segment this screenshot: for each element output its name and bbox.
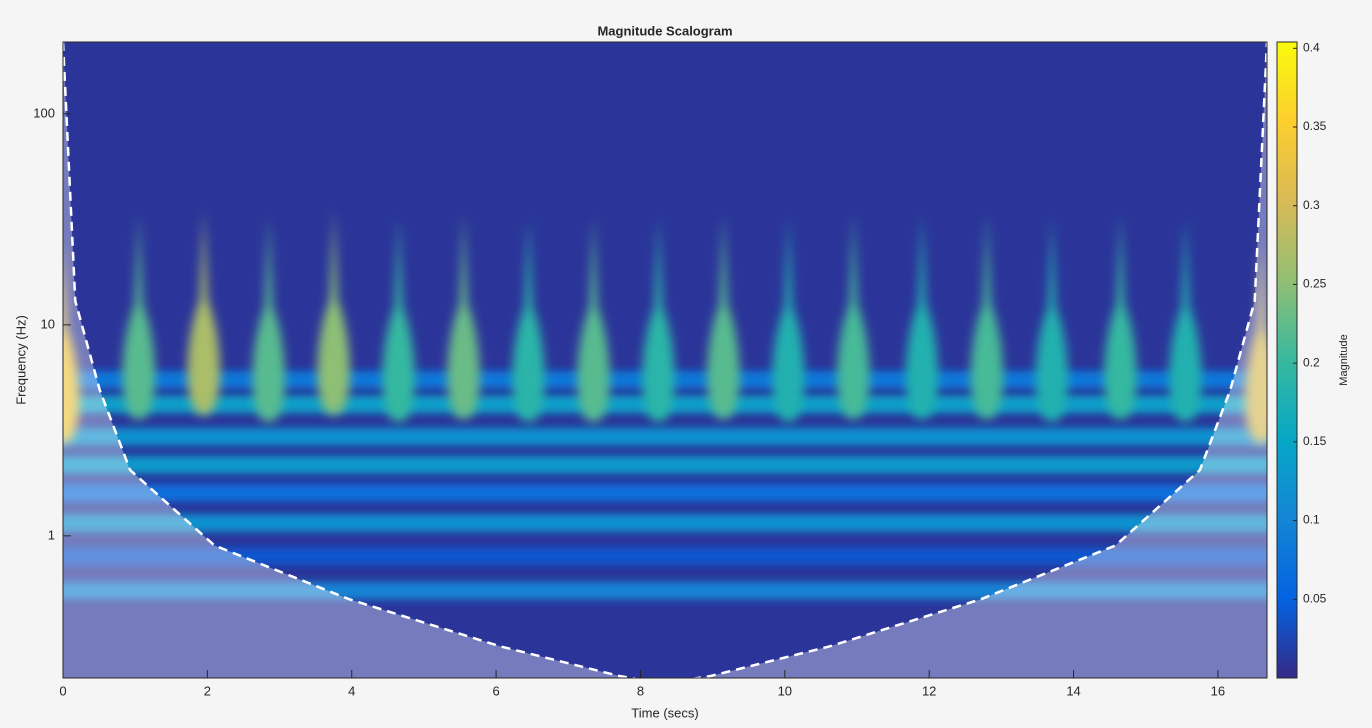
burst xyxy=(905,214,939,420)
frequency-band xyxy=(63,427,1267,446)
colorbar-label: Magnitude xyxy=(1338,334,1350,385)
burst xyxy=(187,210,221,416)
burst xyxy=(1104,214,1137,420)
frequency-band xyxy=(63,484,1267,502)
y-tick-label: 100 xyxy=(33,105,55,120)
burst xyxy=(512,217,545,423)
burst xyxy=(1035,217,1069,423)
x-tick-label: 10 xyxy=(778,683,792,698)
burst xyxy=(642,217,675,423)
plot-area xyxy=(63,42,1267,678)
burst xyxy=(970,214,1004,420)
axes: 0 2 4 6 8 10 12 14 16 1 10 100 0.05 0.1 0.15 0.2 0.25 0.3… xyxy=(33,40,1326,698)
frequency-band xyxy=(63,514,1267,532)
burst xyxy=(772,217,805,423)
x-tick-label: 6 xyxy=(492,683,499,698)
x-tick-label: 16 xyxy=(1211,683,1225,698)
frequency-band xyxy=(63,581,1267,600)
x-tick-label: 2 xyxy=(204,683,211,698)
x-axis-label: Time (secs) xyxy=(631,705,698,720)
burst xyxy=(1169,217,1202,423)
colorbar-tick-label: 0.2 xyxy=(1303,355,1320,369)
colorbar-tick-label: 0.3 xyxy=(1303,198,1320,212)
y-tick-label: 1 xyxy=(48,527,55,542)
colorbar xyxy=(1276,41,1298,679)
x-tick-label: 8 xyxy=(637,683,644,698)
x-tick-label: 14 xyxy=(1066,683,1080,698)
burst xyxy=(382,217,415,423)
x-tick-label: 4 xyxy=(348,683,355,698)
colorbar-tick-label: 0.1 xyxy=(1303,513,1320,527)
x-tick-label: 0 xyxy=(59,683,66,698)
y-tick-label: 10 xyxy=(41,316,55,331)
colorbar-tick-label: 0.4 xyxy=(1303,40,1320,54)
burst xyxy=(252,217,285,423)
x-tick-label: 12 xyxy=(922,683,936,698)
burst xyxy=(122,214,156,420)
colorbar-tick-label: 0.25 xyxy=(1303,277,1327,291)
axes-box xyxy=(62,41,1268,679)
colorbar-tick-label: 0.15 xyxy=(1303,434,1327,448)
colorbar-tick-label: 0.05 xyxy=(1303,591,1327,605)
frequency-band xyxy=(63,547,1267,566)
burst xyxy=(447,214,480,420)
coi-line xyxy=(63,42,1267,678)
burst xyxy=(1244,238,1267,444)
frequency-band xyxy=(63,456,1267,474)
burst xyxy=(837,214,870,420)
burst xyxy=(707,214,740,420)
coi-shading xyxy=(63,42,1267,678)
colorbar-tick-label: 0.35 xyxy=(1303,119,1327,133)
burst xyxy=(577,217,610,423)
burst xyxy=(317,210,350,416)
burst xyxy=(63,238,80,444)
y-axis-label: Frequency (Hz) xyxy=(13,315,28,405)
chart-title: Magnitude Scalogram xyxy=(597,23,732,38)
